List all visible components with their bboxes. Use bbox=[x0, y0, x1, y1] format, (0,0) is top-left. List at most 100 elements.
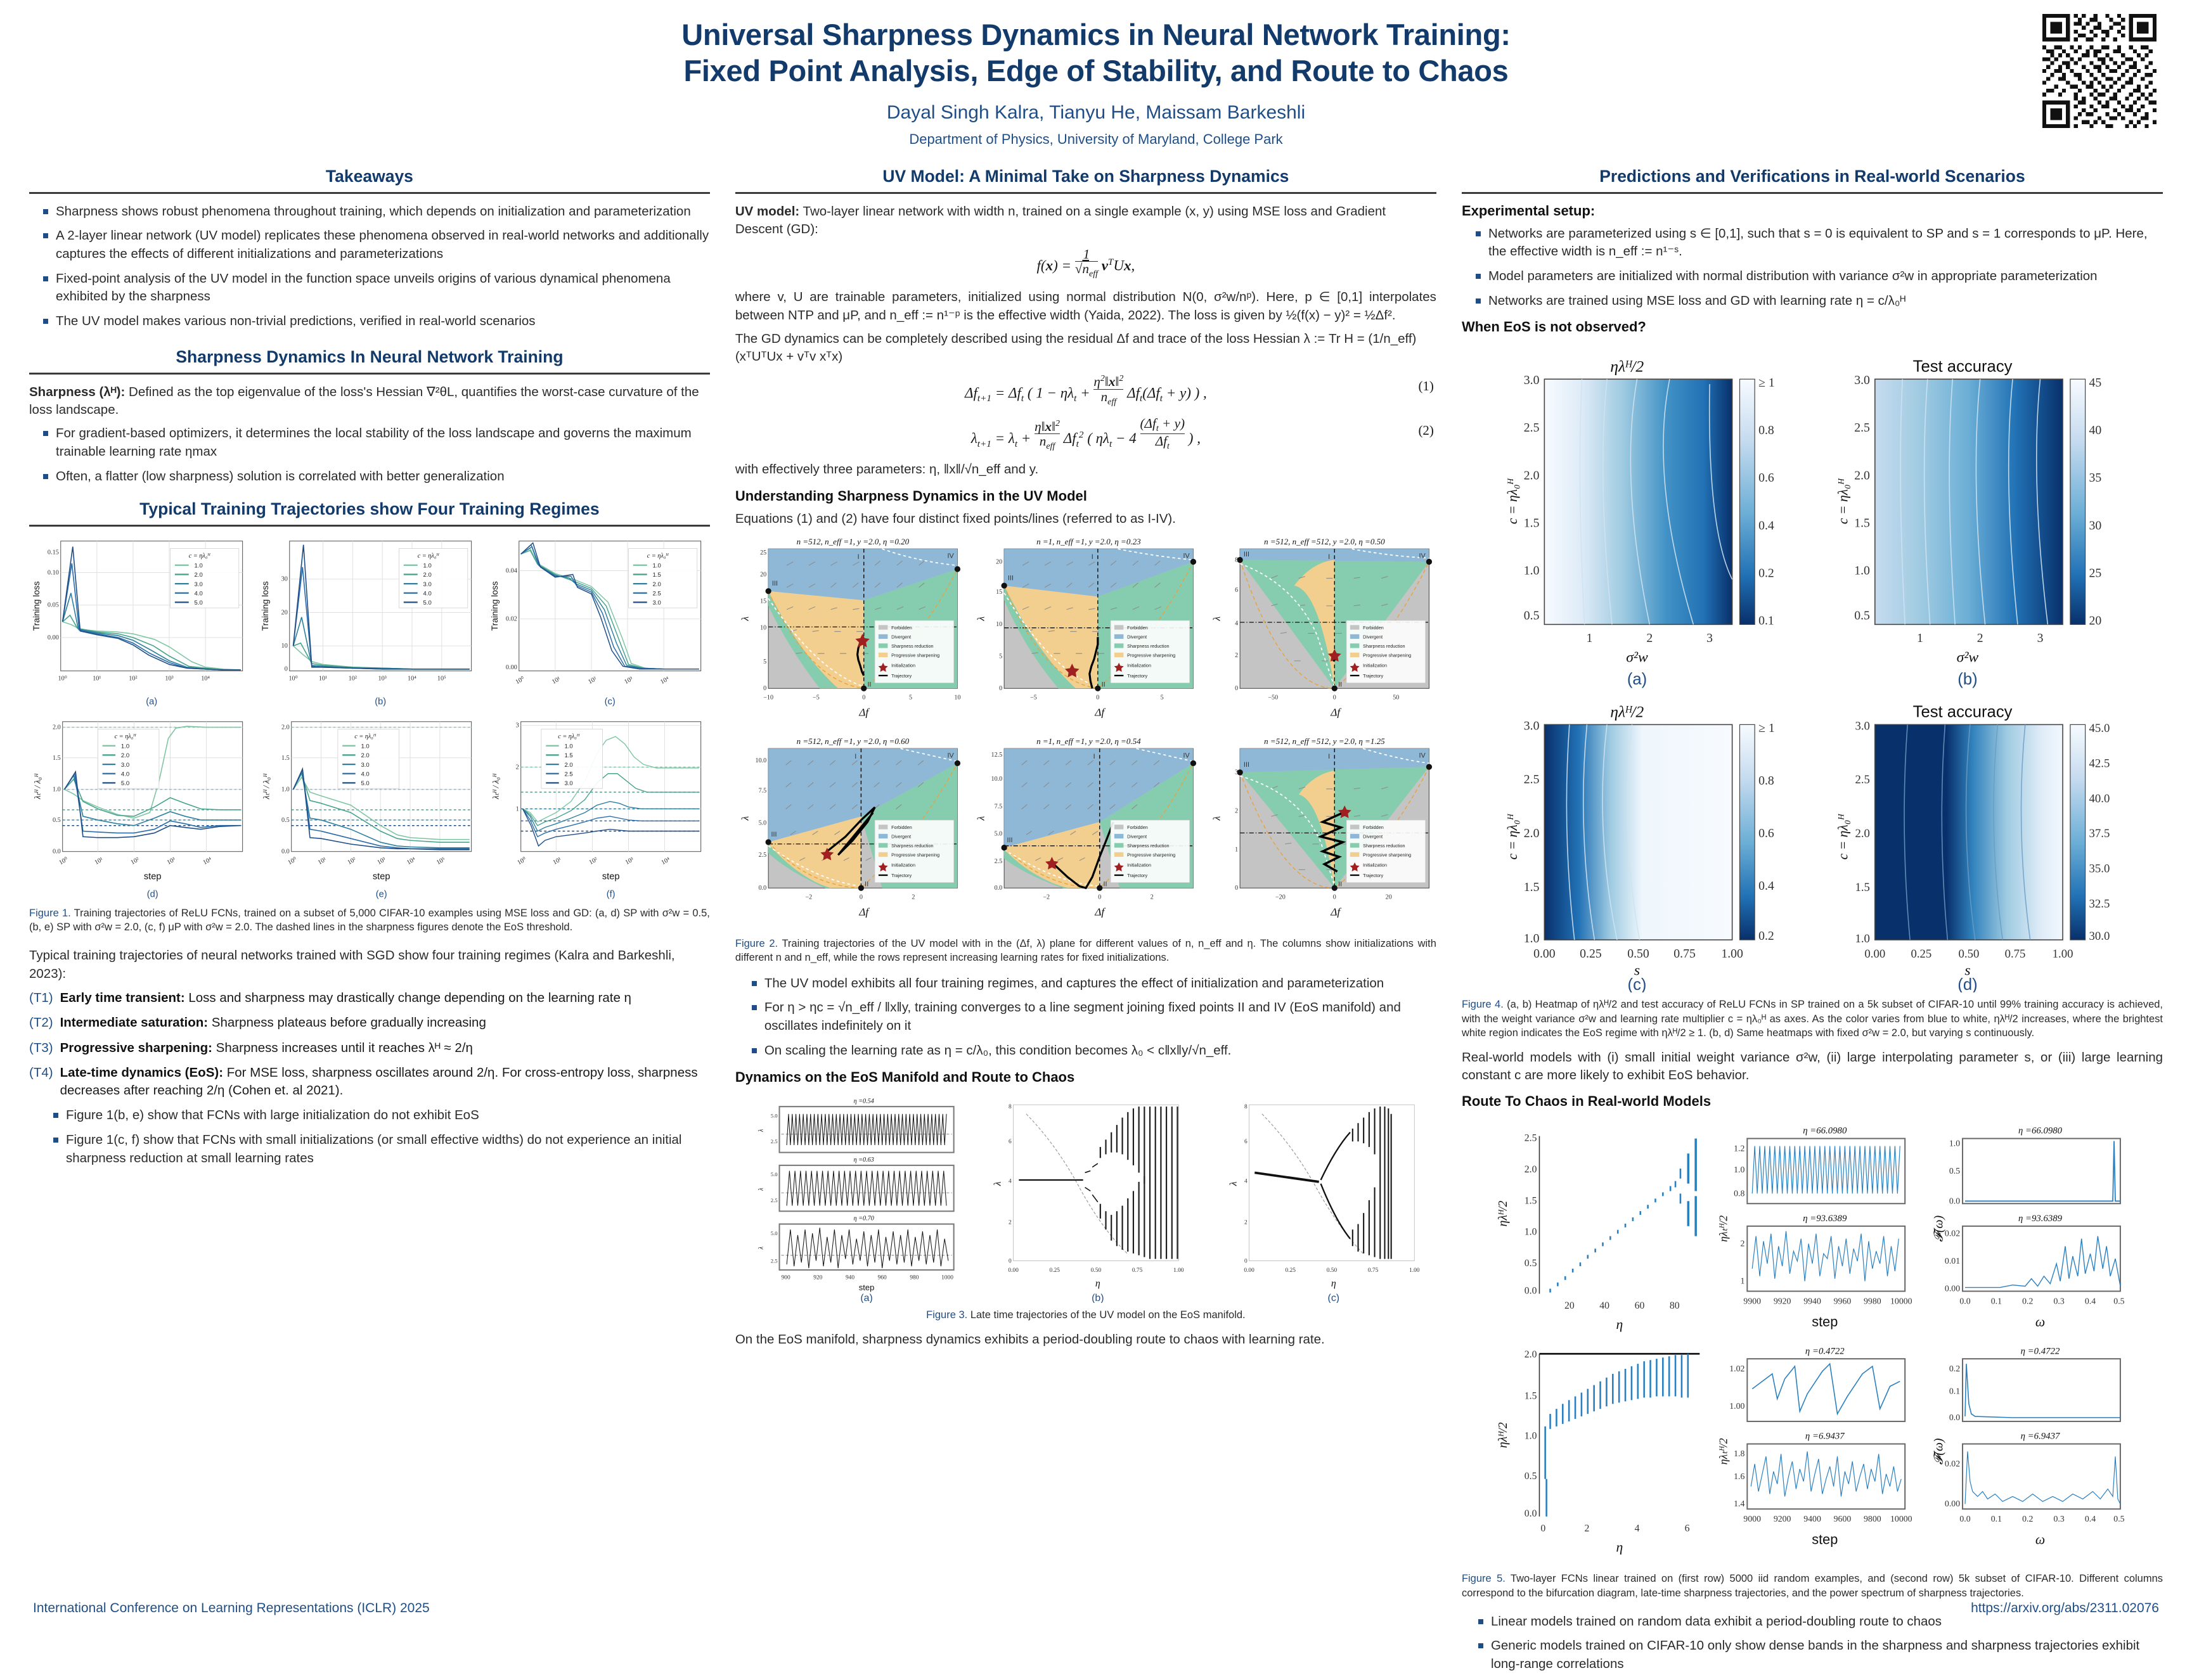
svg-text:0.5: 0.5 bbox=[1524, 609, 1540, 623]
regime-text: Intermediate saturation: Sharpness plate… bbox=[60, 1014, 486, 1032]
svg-text:1.0: 1.0 bbox=[1525, 1227, 1537, 1238]
svg-text:0.00: 0.00 bbox=[1008, 1267, 1019, 1273]
sharpness-definition-lead: Sharpness (λᴴ): bbox=[29, 384, 126, 399]
svg-text:Trajectory: Trajectory bbox=[1127, 873, 1147, 878]
svg-text:0.75: 0.75 bbox=[1132, 1267, 1143, 1273]
svg-text:0.4: 0.4 bbox=[2085, 1514, 2096, 1523]
svg-text:1.4: 1.4 bbox=[1734, 1499, 1744, 1509]
svg-text:c = ηλ₀ᴴ: c = ηλ₀ᴴ bbox=[355, 733, 377, 740]
svg-text:0.1: 0.1 bbox=[1758, 614, 1774, 628]
svg-text:6: 6 bbox=[1235, 587, 1238, 594]
qr-code[interactable] bbox=[2042, 14, 2157, 128]
svg-text:II: II bbox=[1102, 681, 1106, 688]
svg-text:(d): (d) bbox=[147, 889, 158, 899]
svg-text:0.5: 0.5 bbox=[281, 816, 290, 823]
svg-text:2.5: 2.5 bbox=[994, 858, 1002, 865]
svg-text:9400: 9400 bbox=[1803, 1514, 1821, 1523]
poster-authors: Dayal Singh Kalra, Tianyu He, Maissam Ba… bbox=[886, 101, 1306, 123]
svg-text:0.8: 0.8 bbox=[1734, 1189, 1744, 1198]
svg-text:Test accuracy: Test accuracy bbox=[1913, 358, 2013, 376]
svg-text:1.5: 1.5 bbox=[564, 752, 572, 759]
list-item: On scaling the learning rate as η = c/λ₀… bbox=[751, 1042, 1436, 1060]
figure-5-caption: Figure 5. Two-layer FCNs linear trained … bbox=[1462, 1572, 2163, 1600]
svg-text:0.00: 0.00 bbox=[48, 634, 59, 641]
svg-text:0: 0 bbox=[1009, 1258, 1012, 1264]
svg-text:3: 3 bbox=[515, 722, 519, 729]
takeaways-list: Sharpness shows robust phenomena through… bbox=[29, 203, 710, 331]
svg-text:2.0: 2.0 bbox=[53, 724, 61, 731]
svg-text:4: 4 bbox=[1244, 1178, 1248, 1184]
figure-1-panel-d: 0.0 0.5 1.0 1.5 2.0 10⁰ 10¹ 10² 10³ 10⁴ λₜ… bbox=[29, 715, 252, 902]
svg-text:0.4: 0.4 bbox=[1758, 880, 1774, 894]
footer-arxiv-link[interactable]: https://arxiv.org/abs/2311.02076 bbox=[1971, 1601, 2159, 1615]
svg-text:IV: IV bbox=[1419, 553, 1426, 560]
figure-1: 0.00 0.05 0.10 0.15 10⁰ 10¹ 10² 10³ 10⁴ Tr… bbox=[29, 535, 710, 902]
svg-text:1: 1 bbox=[515, 805, 519, 812]
svg-text:15: 15 bbox=[760, 598, 766, 605]
svg-text:η =93.6389: η =93.6389 bbox=[2018, 1214, 2063, 1224]
svg-text:(f): (f) bbox=[606, 889, 615, 899]
svg-text:(c): (c) bbox=[1327, 1293, 1339, 1303]
svg-text:1.0: 1.0 bbox=[1524, 932, 1540, 946]
svg-text:s: s bbox=[1634, 963, 1640, 979]
svg-text:2.5: 2.5 bbox=[771, 1138, 778, 1145]
regime-desc: Sharpness plateaus before gradually incr… bbox=[208, 1015, 486, 1030]
svg-text:7.5: 7.5 bbox=[994, 804, 1002, 811]
svg-text:I: I bbox=[1328, 553, 1330, 561]
list-item: Fixed-point analysis of the UV model in … bbox=[42, 270, 710, 306]
regime-row-t1: (T1) Early time transient: Loss and shar… bbox=[29, 989, 710, 1007]
svg-text:1.5: 1.5 bbox=[281, 754, 290, 761]
figure-1-row-bottom: 0.0 0.5 1.0 1.5 2.0 10⁰ 10¹ 10² 10³ 10⁴ λₜ… bbox=[29, 715, 710, 902]
svg-text:−50: −50 bbox=[1268, 695, 1278, 702]
regime-desc: Sharpness increases until it reaches λᴴ … bbox=[212, 1040, 473, 1055]
svg-text:η: η bbox=[1616, 1317, 1623, 1332]
svg-text:2.5: 2.5 bbox=[1524, 773, 1540, 787]
list-item: Figure 1(b, e) show that FCNs with large… bbox=[52, 1106, 710, 1125]
figure-5-caption-text: Two-layer FCNs linear trained on (first … bbox=[1461, 1573, 2163, 1599]
svg-text:≥ 1: ≥ 1 bbox=[1758, 722, 1775, 736]
svg-text:980: 980 bbox=[910, 1274, 919, 1281]
svg-text:η =6.9437: η =6.9437 bbox=[2021, 1432, 2060, 1442]
svg-text:2: 2 bbox=[1009, 1219, 1012, 1226]
svg-text:0.00: 0.00 bbox=[1244, 1267, 1254, 1273]
svg-text:9900: 9900 bbox=[1743, 1297, 1761, 1306]
svg-text:Δf: Δf bbox=[1094, 707, 1106, 719]
svg-text:0.00: 0.00 bbox=[1864, 947, 1885, 961]
svg-text:λₜᴴ / λ₀ᴴ: λₜᴴ / λ₀ᴴ bbox=[33, 773, 42, 800]
svg-text:𝓕(ω): 𝓕(ω) bbox=[1931, 1439, 1945, 1465]
svg-text:2.0: 2.0 bbox=[195, 572, 203, 579]
svg-text:Progressive sharpening: Progressive sharpening bbox=[891, 852, 939, 858]
regime-row-t4: (T4) Late-time dynamics (EoS): For MSE l… bbox=[29, 1064, 710, 1100]
regime-name: Early time transient: bbox=[60, 991, 185, 1006]
svg-text:Trajectory: Trajectory bbox=[1363, 873, 1383, 878]
svg-text:10⁵: 10⁵ bbox=[435, 856, 447, 866]
svg-text:(e): (e) bbox=[376, 889, 387, 899]
svg-text:3.0: 3.0 bbox=[1855, 720, 1869, 733]
svg-text:40: 40 bbox=[2089, 424, 2101, 438]
svg-text:10000: 10000 bbox=[1890, 1297, 1912, 1306]
svg-text:1.00: 1.00 bbox=[1729, 1402, 1744, 1411]
svg-text:6: 6 bbox=[1685, 1523, 1690, 1534]
svg-text:n =1, n_eff =1, y =2.0, η =0.2: n =1, n_eff =1, y =2.0, η =0.23 bbox=[1036, 537, 1141, 546]
svg-text:0.25: 0.25 bbox=[1285, 1267, 1296, 1273]
uv-model-lead: UV model: bbox=[735, 203, 800, 219]
svg-text:1.00: 1.00 bbox=[2053, 947, 2073, 961]
svg-text:Δf: Δf bbox=[1330, 707, 1341, 719]
svg-text:10: 10 bbox=[281, 643, 288, 650]
svg-text:Forbidden: Forbidden bbox=[891, 625, 912, 631]
svg-text:2: 2 bbox=[912, 894, 915, 901]
figure-1-panel-b: 0 10 20 30 10⁰ 10¹ 10² 10³ 10⁴ 10⁵ Training… bbox=[258, 535, 481, 712]
svg-text:1.5: 1.5 bbox=[652, 572, 661, 579]
regime-name: Late-time dynamics (EoS): bbox=[60, 1065, 224, 1080]
svg-text:10000: 10000 bbox=[1890, 1514, 1912, 1523]
regime-tag: (T3) bbox=[29, 1040, 53, 1055]
list-item: Generic models trained on CIFAR-10 only … bbox=[1477, 1637, 2163, 1673]
equation-body: f(x) = 1 √neff vTUx, bbox=[1036, 247, 1135, 279]
svg-text:10¹: 10¹ bbox=[319, 676, 327, 683]
svg-text:2: 2 bbox=[1235, 652, 1238, 659]
svg-text:Trajectory: Trajectory bbox=[1363, 673, 1383, 679]
svg-text:9000: 9000 bbox=[1743, 1514, 1761, 1523]
subhead-eos-not-observed: When EoS is not observed? bbox=[1461, 319, 1646, 335]
svg-text:III: III bbox=[771, 831, 777, 838]
sharpness-definition-text: Defined as the top eigenvalue of the los… bbox=[29, 384, 699, 418]
